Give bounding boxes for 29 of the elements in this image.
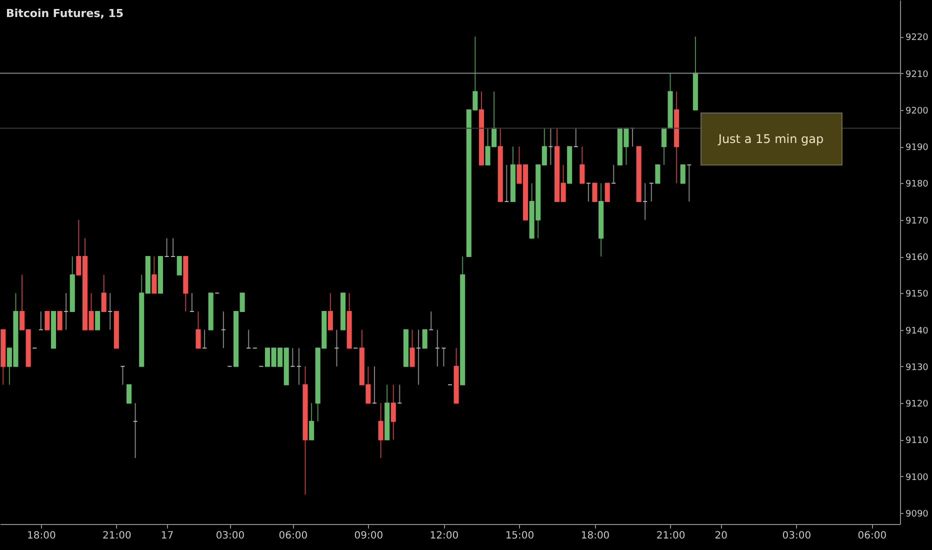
x-tick-label: 06:00: [858, 530, 887, 542]
y-tick-label: 9170: [906, 216, 929, 226]
x-tick-label: 17: [160, 530, 174, 542]
y-tick-label: 9220: [906, 33, 929, 44]
y-tick-label: 9120: [906, 400, 929, 410]
y-tick-label: 9190: [906, 143, 929, 154]
x-tick-label: 21:00: [102, 530, 132, 542]
y-tick-label: 9160: [906, 253, 929, 264]
x-tick-label: 21:00: [656, 530, 686, 542]
x-tick-label: 18:00: [26, 530, 56, 542]
y-tick-label: 9210: [906, 70, 929, 80]
y-tick-label: 9110: [906, 436, 929, 446]
x-tick-label: 03:00: [216, 530, 245, 542]
y-tick-label: 9100: [906, 472, 929, 483]
y-tick-label: 9150: [906, 290, 929, 300]
x-tick-label: 09:00: [354, 530, 384, 542]
y-tick-label: 9180: [906, 180, 929, 190]
y-tick-label: 9200: [906, 106, 929, 116]
text: Bitcoin Futures, 15: [6, 7, 124, 20]
x-tick-label: 20: [714, 530, 728, 542]
y-tick-label: 9090: [906, 510, 929, 520]
x-tick-label: 18:00: [580, 530, 610, 542]
annotation: Just a 15 min gap: [717, 132, 824, 146]
y-tick-label: 9140: [906, 326, 929, 336]
x-tick-label: 06:00: [278, 530, 308, 542]
x-tick-label: 12:00: [430, 530, 459, 542]
x-tick-label: 03:00: [782, 530, 812, 542]
y-tick-label: 9130: [906, 362, 929, 373]
x-tick-label: 15:00: [505, 530, 534, 542]
